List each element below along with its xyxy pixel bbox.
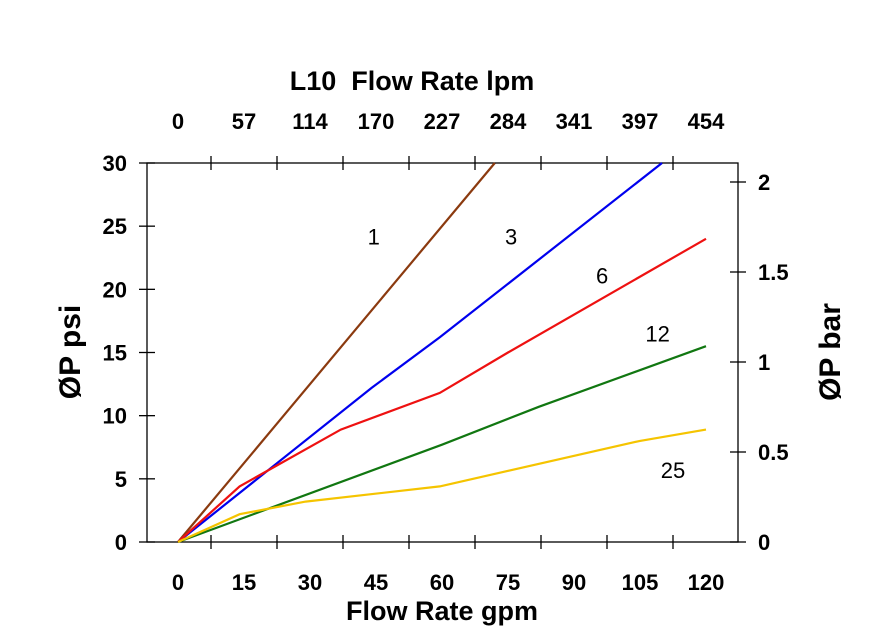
series-label-1: 1 <box>368 224 380 249</box>
y2-axis-label: ØP bar <box>814 303 847 401</box>
y-axis-label: ØP psi <box>54 305 87 399</box>
series-line-25 <box>177 428 707 544</box>
x-tick-label: 60 <box>430 570 454 595</box>
x-top-tick-label: 227 <box>424 109 461 134</box>
y2-tick-label: 0.5 <box>758 440 789 465</box>
series-line-1 <box>177 162 496 543</box>
series-label-6: 6 <box>596 263 608 288</box>
series-line-6 <box>177 237 707 543</box>
y-tick-label: 10 <box>103 404 127 429</box>
series-line-12 <box>177 345 707 544</box>
y2-tick-label: 0 <box>758 530 770 555</box>
x-tick-label: 120 <box>688 570 725 595</box>
x-top-tick-label: 114 <box>292 109 328 134</box>
x-top-tick-label: 454 <box>688 109 725 134</box>
y2-tick-label: 1.5 <box>758 260 789 285</box>
y-tick-label: 30 <box>103 151 127 176</box>
y2-tick-label: 1 <box>758 350 770 375</box>
series-label-25: 25 <box>661 458 685 483</box>
x-top-tick-label: 284 <box>490 109 527 134</box>
x-top-tick-label: 341 <box>556 109 593 134</box>
x-tick-label: 75 <box>496 570 520 595</box>
x-tick-label: 15 <box>232 570 256 595</box>
x-tick-label: 105 <box>622 570 659 595</box>
x-tick-label: 0 <box>172 570 184 595</box>
x-tick-label: 90 <box>562 570 586 595</box>
series-label-3: 3 <box>505 224 517 249</box>
chart-title: L10 Flow Rate lpm <box>290 66 535 96</box>
y-tick-label: 25 <box>103 214 127 239</box>
y-tick-label: 15 <box>103 341 127 366</box>
x-top-tick-label: 57 <box>232 109 256 134</box>
x-top-tick-label: 0 <box>172 109 184 134</box>
x-tick-label: 45 <box>364 570 388 595</box>
x-top-tick-label: 170 <box>358 109 395 134</box>
y-tick-label: 20 <box>103 277 127 302</box>
x-top-tick-label: 397 <box>622 109 659 134</box>
y2-tick-label: 2 <box>758 170 770 195</box>
x-tick-label: 30 <box>298 570 322 595</box>
y-tick-label: 5 <box>115 467 127 492</box>
series-line-3 <box>177 162 663 543</box>
y-tick-label: 0 <box>115 530 127 555</box>
series-label-12: 12 <box>645 322 669 347</box>
x-axis-label: Flow Rate gpm <box>346 596 538 626</box>
